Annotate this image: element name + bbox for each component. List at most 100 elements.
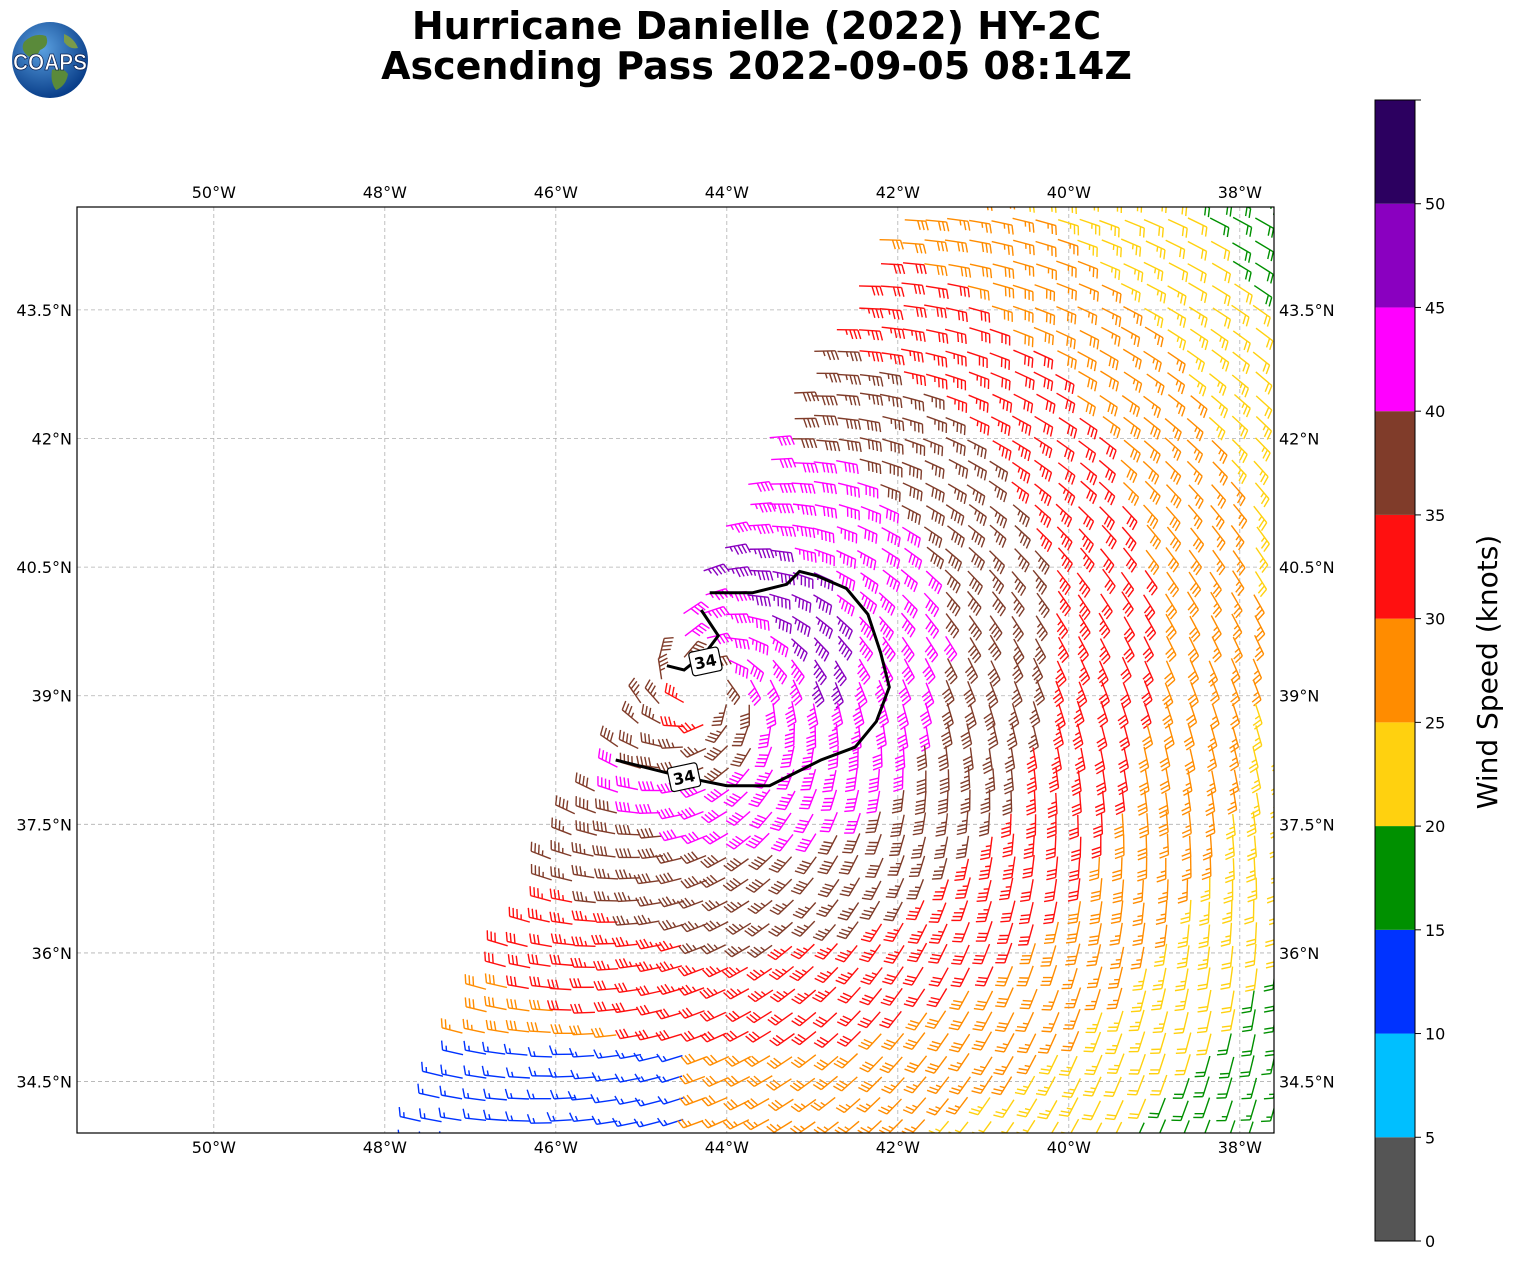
wind-barb xyxy=(1250,792,1261,819)
wind-barb xyxy=(988,634,1002,661)
wind-barb xyxy=(1056,526,1073,551)
wind-barb xyxy=(968,615,983,641)
wind-barb xyxy=(945,504,965,526)
wind-barb xyxy=(1144,614,1157,641)
wind-barb xyxy=(791,593,812,613)
contour-34kt: 34 34 xyxy=(615,569,891,793)
wind-barb xyxy=(1143,350,1162,373)
wind-barb xyxy=(1067,207,1077,215)
wind-barb xyxy=(1188,549,1203,576)
wind-barb xyxy=(728,659,749,679)
wind-barb xyxy=(902,1097,927,1115)
wind-barb xyxy=(680,1053,708,1065)
wind-barb xyxy=(1067,878,1081,902)
wind-barb xyxy=(1165,613,1177,640)
wind-barb xyxy=(964,703,977,730)
wind-barb xyxy=(1120,326,1141,347)
wind-barb xyxy=(991,1076,1013,1096)
wind-barb xyxy=(1026,814,1037,839)
wind-barb xyxy=(1211,484,1227,509)
wind-barb xyxy=(1266,895,1274,904)
wind-barb xyxy=(1056,439,1075,462)
wind-barb xyxy=(836,615,853,640)
wind-barb xyxy=(1278,462,1292,486)
wind-barb xyxy=(1165,484,1182,509)
wind-barb xyxy=(968,504,987,527)
wind-barb xyxy=(1034,550,1050,575)
wind-barb xyxy=(882,438,904,455)
wind-barb xyxy=(546,1111,572,1122)
wind-barb xyxy=(749,548,775,559)
wind-barb xyxy=(836,921,859,940)
wind-barb xyxy=(880,987,903,1006)
wind-barb xyxy=(989,524,1007,548)
wind-barb xyxy=(925,219,950,232)
wind-barb xyxy=(927,1033,949,1052)
wind-barb xyxy=(462,1108,487,1122)
wind-barb xyxy=(1157,879,1169,904)
wind-barb xyxy=(1163,723,1175,750)
wind-barb xyxy=(618,729,639,750)
wind-barb xyxy=(1166,526,1182,552)
wind-barb xyxy=(950,967,970,988)
wind-barb xyxy=(1056,569,1071,596)
wind-barb xyxy=(676,1118,704,1129)
wind-barb xyxy=(1098,459,1116,484)
wind-barb xyxy=(1148,1053,1166,1075)
wind-barb xyxy=(483,1109,508,1122)
wind-barb xyxy=(1132,902,1145,927)
wind-barb xyxy=(1207,745,1218,773)
wind-barb xyxy=(1261,1105,1274,1123)
wind-barb xyxy=(1011,680,1023,708)
wind-barb xyxy=(948,1121,969,1133)
wind-barb xyxy=(833,1053,859,1069)
wind-barb xyxy=(656,807,683,820)
wind-barb xyxy=(1165,547,1180,573)
wind-barb xyxy=(592,820,616,835)
wind-barb xyxy=(1156,857,1167,883)
wind-barb xyxy=(1043,921,1059,944)
wind-barb xyxy=(837,986,861,1004)
wind-barb xyxy=(549,911,573,925)
wind-barb xyxy=(837,902,860,921)
wind-barb xyxy=(1187,659,1200,686)
wind-barb xyxy=(967,637,982,664)
wind-barb xyxy=(878,1119,904,1133)
wind-barb xyxy=(861,880,882,901)
wind-barb xyxy=(1276,657,1285,683)
wind-barb xyxy=(1151,1144,1169,1163)
wind-barb xyxy=(1000,813,1012,838)
wind-barb xyxy=(820,789,838,811)
wind-barb xyxy=(991,591,1007,617)
wind-barb xyxy=(747,989,774,1003)
wind-barb xyxy=(883,922,904,943)
wind-barb xyxy=(1185,702,1198,729)
wind-barb xyxy=(1269,827,1274,839)
wind-barb xyxy=(973,990,994,1011)
wind-barb xyxy=(992,263,1015,279)
wind-barb xyxy=(706,632,733,645)
wind-barb xyxy=(1109,946,1125,970)
contour-line-34 xyxy=(615,569,891,788)
wind-barb xyxy=(1231,459,1247,485)
wind-barb xyxy=(676,897,704,909)
wind-barb xyxy=(1040,945,1057,967)
wind-barb xyxy=(657,738,683,749)
lat-tick-label-left: 39°N xyxy=(32,687,72,706)
wind-barb xyxy=(975,900,992,923)
wind-barb xyxy=(1246,922,1258,947)
wind-barb xyxy=(1098,612,1111,639)
wind-barb xyxy=(1056,260,1077,278)
wind-barb xyxy=(678,1007,705,1019)
wind-barb xyxy=(813,659,827,686)
wind-barb xyxy=(990,372,1011,391)
wind-barb xyxy=(681,1142,707,1151)
wind-barb xyxy=(1229,745,1240,772)
wind-barb xyxy=(1034,504,1052,528)
wind-barb xyxy=(1143,504,1159,530)
wind-barb xyxy=(790,1143,815,1155)
wind-barb xyxy=(813,1032,839,1049)
wind-barb xyxy=(1058,417,1078,439)
wind-barb xyxy=(505,1111,530,1122)
wind-barb xyxy=(967,570,983,595)
